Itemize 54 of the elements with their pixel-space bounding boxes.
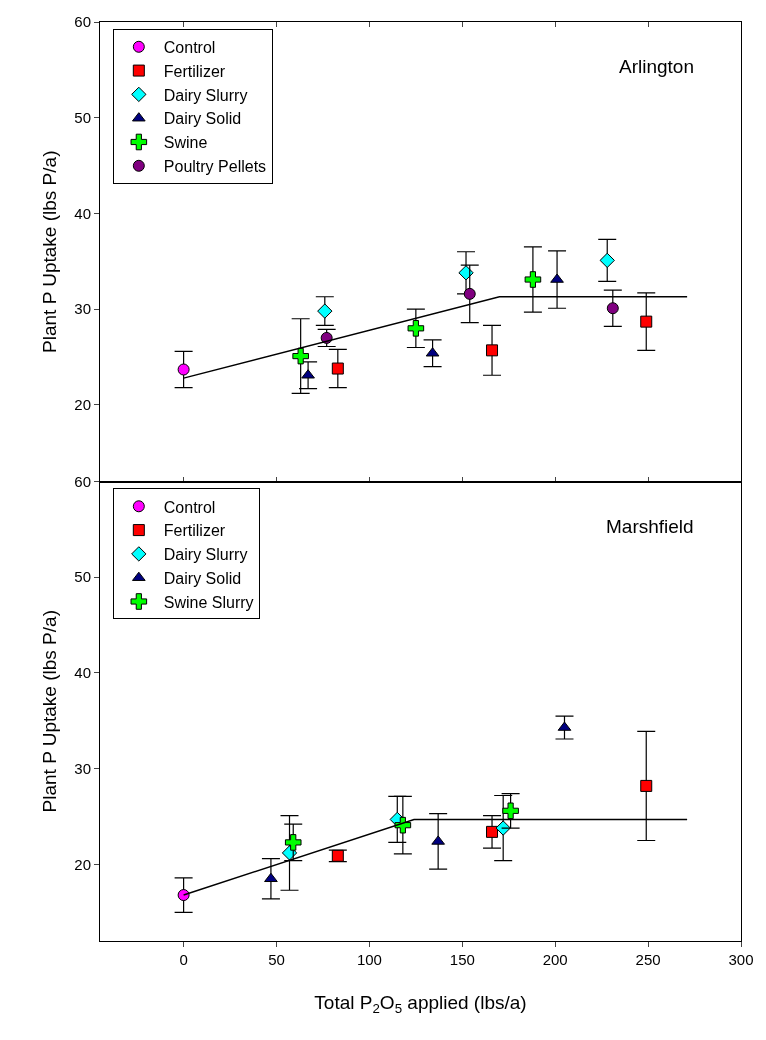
legend-label: Poultry Pellets — [163, 158, 267, 176]
x-tick-label: 300 — [728, 951, 754, 968]
point — [524, 271, 542, 288]
x-tick-label: 50 — [268, 951, 285, 968]
point — [550, 273, 564, 283]
point — [486, 825, 499, 838]
legend-label: Swine Slurry — [163, 593, 254, 611]
legend-label: Dairy Solid — [163, 569, 242, 587]
y-tick-label: 30 — [74, 300, 91, 318]
annotation: Arlington — [619, 56, 694, 77]
y-tick-label: 40 — [74, 204, 91, 222]
y-axis-title: Plant P Uptake (lbs P/a) — [39, 610, 61, 813]
point — [301, 369, 315, 379]
y-tick-label: 60 — [74, 472, 91, 490]
y-tick-label: 50 — [74, 108, 91, 126]
x-axis-title: Total P$_{2}$O$_{5}$ applied (lbs/a) — [314, 991, 527, 1016]
point — [502, 802, 519, 820]
y-tick-label: 20 — [74, 396, 91, 414]
legend-label: Control — [163, 39, 216, 57]
y-tick-label: 50 — [74, 568, 91, 586]
point — [177, 363, 190, 376]
point — [458, 265, 474, 281]
point — [606, 302, 619, 315]
x-tick-label: 100 — [356, 951, 382, 968]
x-tick-label: 250 — [635, 951, 661, 968]
point — [407, 320, 425, 337]
point — [463, 287, 476, 300]
legend-label: Fertilizer — [163, 62, 226, 80]
y-tick-label: 30 — [74, 759, 91, 777]
y-tick-label: 60 — [74, 13, 91, 31]
point — [599, 252, 615, 269]
annotation: Marshfield — [606, 516, 694, 537]
y-tick-label: 40 — [74, 664, 91, 682]
legend-label: Dairy Slurry — [163, 546, 248, 564]
point — [284, 834, 302, 851]
point — [177, 889, 190, 902]
x-tick-label: 0 — [179, 951, 188, 968]
legend-label: Fertilizer — [163, 522, 226, 540]
x-tick-label: 200 — [542, 951, 568, 968]
legend-label: Swine — [163, 134, 208, 152]
point — [640, 779, 653, 792]
point — [292, 347, 309, 365]
point — [486, 344, 499, 357]
legend-label: Dairy Slurry — [163, 86, 248, 104]
x-tick-label: 150 — [449, 951, 475, 968]
legend-label: Control — [163, 498, 216, 516]
y-tick-label: 20 — [74, 855, 91, 873]
point — [331, 362, 344, 375]
point — [317, 303, 333, 319]
point — [264, 872, 278, 883]
point — [640, 315, 653, 328]
y-axis-title: Plant P Uptake (lbs P/a) — [39, 150, 61, 353]
point — [431, 835, 445, 845]
legend-label: Dairy Solid — [163, 110, 242, 128]
